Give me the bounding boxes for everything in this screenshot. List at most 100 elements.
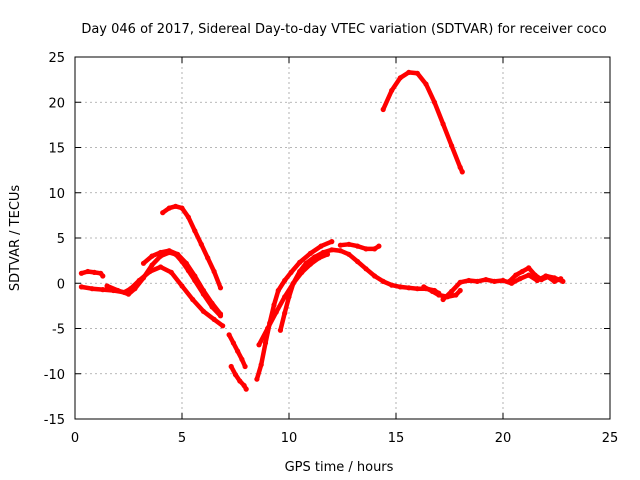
series-arc-4 [141,248,223,317]
data-point [303,260,309,266]
y-tick-label: 15 [48,142,65,157]
data-point [320,249,326,256]
data-point [160,210,166,216]
data-point [354,258,361,265]
data-point [158,264,164,270]
data-point [228,363,234,370]
data-point [198,241,204,247]
data-point [423,81,429,87]
data-point [363,266,369,272]
data-point [346,241,352,247]
data-point [440,296,446,303]
series-arc-8 [254,239,335,382]
data-point [149,253,155,259]
data-point [179,283,185,289]
data-point [431,99,438,105]
data-point [288,269,294,275]
data-point [389,282,395,288]
data-point [506,278,512,284]
x-tick-label: 0 [71,431,79,446]
data-point [363,246,369,252]
data-point [230,340,236,346]
x-tick-label: 10 [281,431,298,446]
data-point [190,296,196,303]
data-point [440,121,446,127]
data-point [406,69,412,75]
series-arc-3 [104,250,223,319]
data-point [243,386,249,392]
data-point [551,278,558,284]
data-point [491,278,497,284]
y-tick-label: 20 [48,96,65,111]
data-point [275,287,281,294]
data-point [517,276,523,282]
data-point [282,294,288,300]
data-point [389,87,395,94]
data-point [421,284,427,290]
data-point [78,270,84,276]
data-point [91,269,97,275]
grid-lines [75,57,610,419]
data-point [185,214,191,220]
data-point [265,325,271,332]
data-point [286,294,292,300]
data-point [254,376,260,382]
data-point [457,287,463,294]
data-point [183,260,189,266]
data-point [513,272,519,278]
x-tick-label: 20 [495,431,512,446]
data-point [457,164,463,170]
data-point [175,251,181,257]
data-point [173,203,179,209]
data-point [483,277,489,283]
data-point [318,243,324,249]
data-point [115,287,121,294]
data-point [545,274,551,280]
data-point [297,268,303,275]
data-point [337,242,343,248]
data-point [429,288,435,294]
data-point [457,279,463,285]
data-point [372,273,378,279]
data-point [168,269,174,275]
data-point [436,292,442,298]
data-point [211,316,217,322]
data-point [459,169,465,175]
data-point [209,300,215,306]
data-point [277,327,283,333]
data-point [89,286,95,292]
data-point [232,372,239,378]
data-point [380,106,386,113]
data-point [200,308,206,314]
data-point [532,272,538,278]
data-point [474,278,480,284]
data-point [397,75,403,81]
data-point [192,228,198,234]
data-point [200,287,206,294]
data-point [297,259,303,265]
data-point [500,277,506,284]
data-point [125,291,132,297]
series-arc-15 [380,70,465,175]
data-point [258,362,264,368]
series-arc-5 [160,204,223,291]
data-point [85,268,91,275]
data-series-group [78,69,566,392]
data-point [538,277,545,283]
data-point [205,255,211,261]
y-tick-label: -15 [44,413,65,428]
data-point [449,143,455,149]
data-point [226,332,232,338]
data-point [132,286,138,292]
y-tick-label: 25 [48,51,65,66]
y-tick-label: 0 [57,277,65,292]
data-point [78,284,84,290]
data-point [290,280,296,286]
y-tick-label: -10 [44,368,65,383]
data-point [380,278,386,284]
x-tick-label: 5 [178,431,186,446]
data-point [242,363,248,370]
data-point [192,273,198,279]
data-point [100,273,106,279]
data-point [158,249,164,256]
